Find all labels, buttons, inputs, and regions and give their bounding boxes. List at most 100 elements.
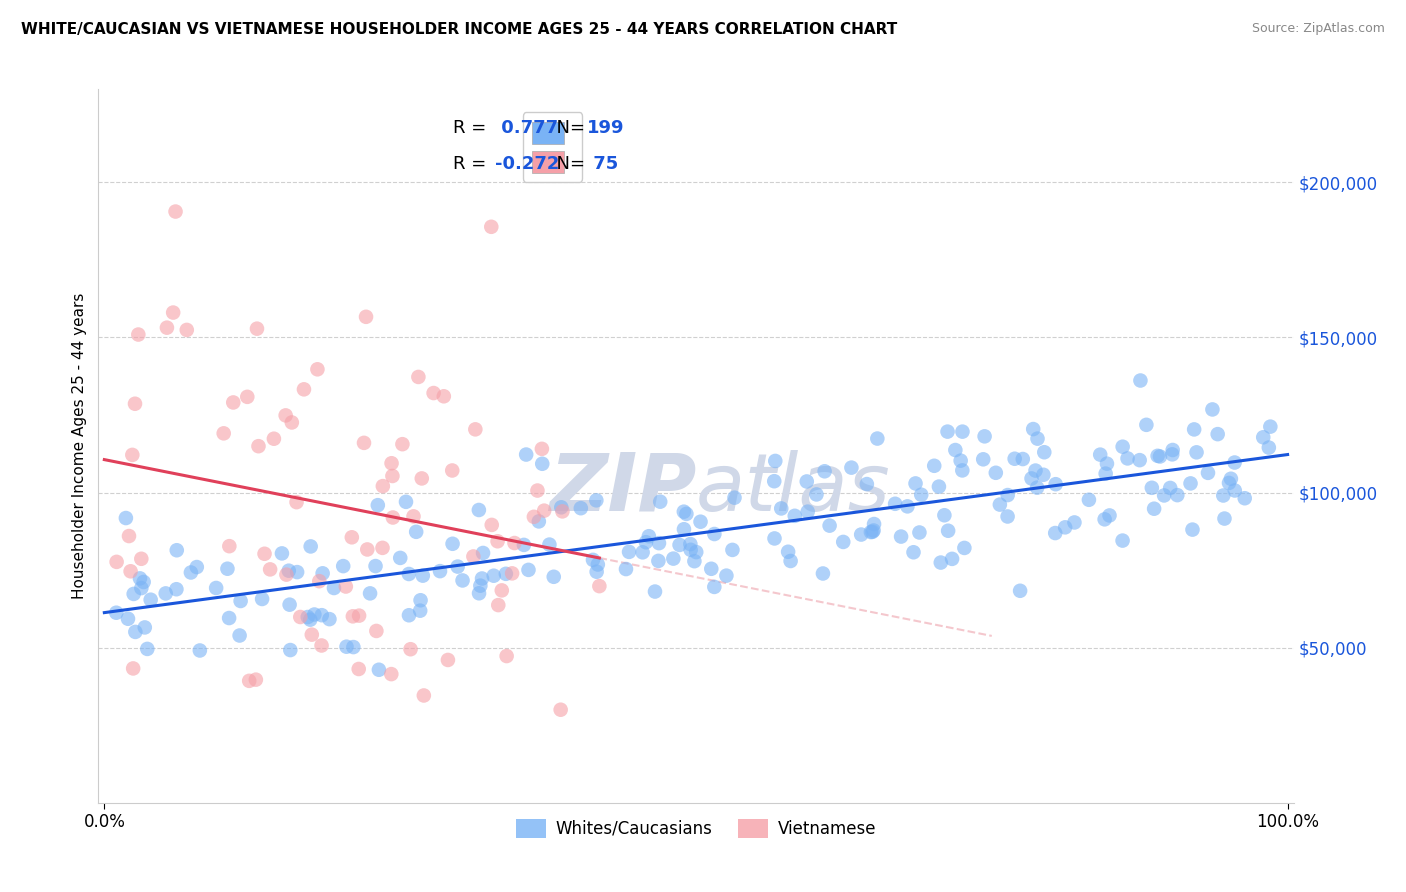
Point (429, 564, 451, 578)
Point (530, 442, 553, 456)
Point (856, 477, 879, 491)
Point (723, 491, 745, 505)
Point (503, 536, 526, 550)
Point (631, 545, 654, 559)
Point (672, 522, 695, 536)
Point (162, 305, 184, 319)
Point (412, 568, 434, 582)
Point (156, 320, 179, 334)
Point (127, 327, 149, 342)
Point (1111, 533, 1133, 548)
Point (472, 546, 495, 560)
Text: N=: N= (546, 155, 591, 173)
Point (131, 551, 153, 566)
Point (188, 643, 211, 657)
Text: -0.272: -0.272 (495, 155, 560, 173)
Point (1077, 492, 1099, 507)
Point (637, 529, 659, 543)
Point (513, 538, 536, 552)
Point (381, 510, 404, 524)
Point (586, 558, 609, 572)
Point (367, 663, 389, 677)
Point (1111, 440, 1133, 454)
Point (1146, 449, 1168, 463)
Point (105, 606, 128, 620)
Point (259, 562, 281, 576)
Point (936, 425, 959, 439)
Point (105, 555, 128, 569)
Point (464, 422, 486, 436)
Point (1149, 450, 1171, 464)
Point (997, 509, 1019, 524)
Point (832, 535, 855, 549)
Point (1140, 481, 1163, 495)
Point (129, 571, 152, 585)
Point (122, 661, 145, 675)
Point (721, 542, 744, 557)
Point (1201, 402, 1223, 417)
Point (299, 613, 322, 627)
Point (118, 529, 141, 543)
Point (217, 562, 239, 576)
Point (648, 536, 671, 550)
Point (675, 507, 697, 521)
Point (367, 498, 389, 512)
Point (481, 517, 503, 532)
Point (398, 566, 420, 581)
Point (1213, 511, 1236, 525)
Point (433, 389, 456, 403)
Point (526, 483, 548, 498)
Point (122, 587, 145, 601)
Text: atlas: atlas (696, 450, 891, 528)
Point (332, 559, 354, 574)
Point (582, 553, 605, 567)
Point (391, 437, 413, 451)
Point (186, 560, 208, 574)
Point (285, 495, 308, 509)
Point (139, 592, 162, 607)
Point (380, 456, 402, 470)
Point (482, 568, 505, 582)
Point (1094, 467, 1116, 481)
Point (311, 639, 333, 653)
Point (703, 580, 725, 594)
Point (1197, 466, 1219, 480)
Point (501, 566, 523, 581)
Point (700, 562, 723, 576)
Point (1161, 447, 1184, 461)
Point (245, 673, 267, 687)
Point (1033, 445, 1056, 459)
Point (515, 448, 537, 462)
Point (1257, 441, 1279, 455)
Point (290, 610, 312, 624)
Point (354, 310, 377, 324)
Point (1166, 488, 1188, 502)
Point (468, 503, 491, 517)
Point (1218, 475, 1240, 490)
Point (1063, 516, 1085, 530)
Point (1129, 374, 1152, 388)
Point (922, 458, 945, 473)
Point (1181, 523, 1204, 537)
Point (862, 524, 884, 538)
Point (304, 607, 326, 622)
Point (115, 511, 138, 525)
Point (218, 611, 240, 625)
Point (950, 463, 973, 477)
Point (342, 640, 364, 654)
Point (859, 524, 882, 539)
Point (253, 547, 276, 561)
Point (941, 552, 963, 566)
Point (1260, 419, 1282, 434)
Point (471, 572, 494, 586)
Point (1185, 445, 1208, 459)
Point (949, 453, 972, 467)
Point (155, 586, 177, 600)
Point (340, 530, 363, 544)
Point (679, 537, 702, 551)
Point (841, 460, 863, 475)
Point (517, 563, 540, 577)
Point (274, 409, 297, 423)
Point (218, 539, 240, 553)
Point (679, 542, 702, 557)
